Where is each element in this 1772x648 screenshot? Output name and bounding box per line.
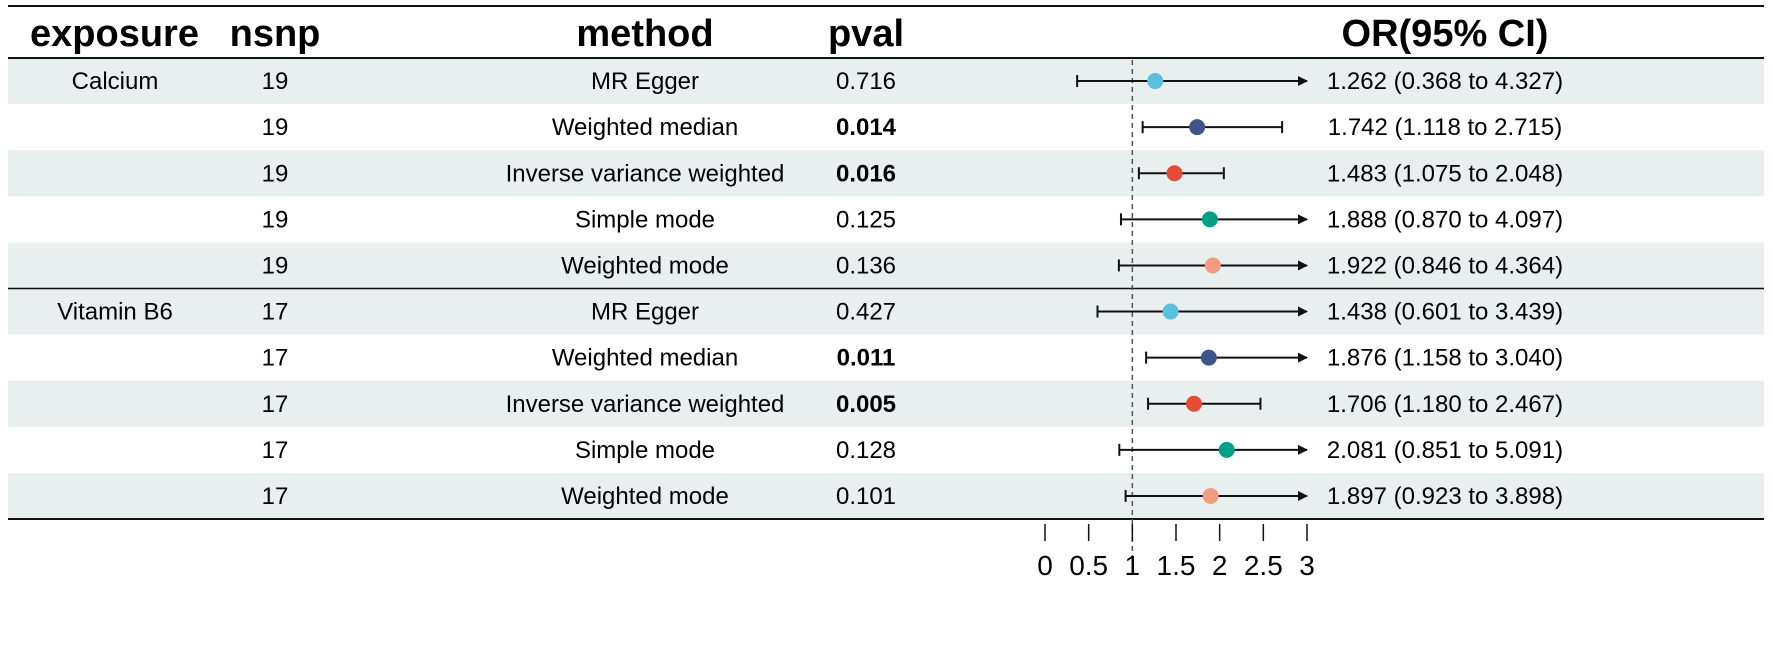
pval-value: 0.014	[836, 114, 897, 141]
or-ci-value: 1.876 (1.158 to 3.040)	[1327, 345, 1563, 372]
row-band	[8, 472, 1764, 519]
x-tick-label: 3	[1299, 550, 1315, 581]
or-ci-value: 1.483 (1.075 to 2.048)	[1327, 160, 1563, 187]
method-label: Weighted median	[552, 114, 738, 141]
x-tick-label: 2.5	[1244, 550, 1283, 581]
x-tick-label: 2	[1212, 550, 1228, 581]
or-ci-value: 2.081 (0.851 to 5.091)	[1327, 437, 1563, 464]
estimate-point	[1204, 257, 1221, 274]
method-label: Weighted mode	[561, 252, 729, 279]
or-ci-value: 1.922 (0.846 to 4.364)	[1327, 252, 1563, 279]
row-band	[8, 242, 1764, 289]
method-label: Inverse variance weighted	[506, 391, 785, 418]
or-ci-value: 1.706 (1.180 to 2.467)	[1327, 391, 1563, 418]
nsnp-value: 19	[262, 114, 289, 141]
pval-value: 0.016	[836, 160, 896, 187]
estimate-point	[1202, 487, 1219, 504]
nsnp-value: 17	[262, 437, 289, 464]
nsnp-value: 17	[262, 391, 289, 418]
method-label: Inverse variance weighted	[506, 160, 785, 187]
or-ci-value: 1.742 (1.118 to 2.715)	[1328, 114, 1562, 141]
or-ci-value: 1.897 (0.923 to 3.898)	[1327, 483, 1563, 510]
pval-value: 0.136	[836, 252, 896, 279]
table-rules	[8, 5, 1764, 520]
nsnp-value: 19	[262, 160, 289, 187]
nsnp-value: 17	[262, 345, 289, 372]
x-tick-label: 0	[1037, 550, 1053, 581]
method-label: Weighted mode	[561, 483, 729, 510]
estimate-point	[1218, 441, 1235, 458]
header-exposure: exposure	[30, 13, 199, 55]
row-band	[8, 380, 1764, 427]
nsnp-value: 19	[262, 252, 289, 279]
estimate-point	[1185, 395, 1202, 412]
method-label: Simple mode	[575, 437, 715, 464]
method-label: MR Egger	[591, 68, 699, 95]
estimate-point	[1147, 73, 1164, 90]
nsnp-value: 19	[262, 68, 289, 95]
header-pval: pval	[828, 13, 904, 55]
header-or-ci: OR(95% CI)	[1342, 13, 1549, 55]
estimate-point	[1189, 119, 1206, 136]
pval-value: 0.128	[836, 437, 896, 464]
row-band	[8, 288, 1764, 335]
header-nsnp: nsnp	[230, 13, 321, 55]
row-band	[8, 58, 1764, 105]
method-label: MR Egger	[591, 299, 699, 326]
exposure-label: Vitamin B6	[57, 299, 173, 326]
pval-value: 0.101	[836, 483, 896, 510]
pval-value: 0.011	[837, 345, 896, 372]
header-method: method	[576, 13, 713, 55]
pval-value: 0.427	[836, 299, 896, 326]
x-tick-label: 0.5	[1069, 550, 1108, 581]
pval-value: 0.125	[836, 206, 896, 233]
column-headers: exposure nsnp method pval OR(95% CI)	[30, 13, 1548, 55]
x-tick-label: 1.5	[1157, 550, 1196, 581]
method-label: Weighted median	[552, 345, 738, 372]
nsnp-value: 19	[262, 206, 289, 233]
exposure-label: Calcium	[72, 68, 159, 95]
x-tick-label: 1	[1125, 550, 1141, 581]
pval-value: 0.005	[836, 391, 896, 418]
pval-value: 0.716	[836, 68, 896, 95]
estimate-point	[1201, 211, 1218, 228]
table-rows: Calcium 19 MR Egger 0.716 1.262 (0.368 to 4.…	[57, 68, 1563, 510]
estimate-point	[1166, 165, 1183, 182]
or-ci-value: 1.262 (0.368 to 4.327)	[1327, 68, 1563, 95]
row-band	[8, 150, 1764, 197]
method-label: Simple mode	[575, 206, 715, 233]
nsnp-value: 17	[262, 299, 289, 326]
x-axis: 0 0.5 1 1.5 2 2.5 3	[1037, 524, 1315, 581]
or-ci-value: 1.438 (0.601 to 3.439)	[1327, 299, 1563, 326]
forest-marks	[1076, 60, 1308, 559]
row-bands	[8, 58, 1764, 519]
estimate-point	[1200, 349, 1217, 366]
nsnp-value: 17	[262, 483, 289, 510]
or-ci-value: 1.888 (0.870 to 4.097)	[1327, 206, 1563, 233]
estimate-point	[1162, 303, 1179, 320]
